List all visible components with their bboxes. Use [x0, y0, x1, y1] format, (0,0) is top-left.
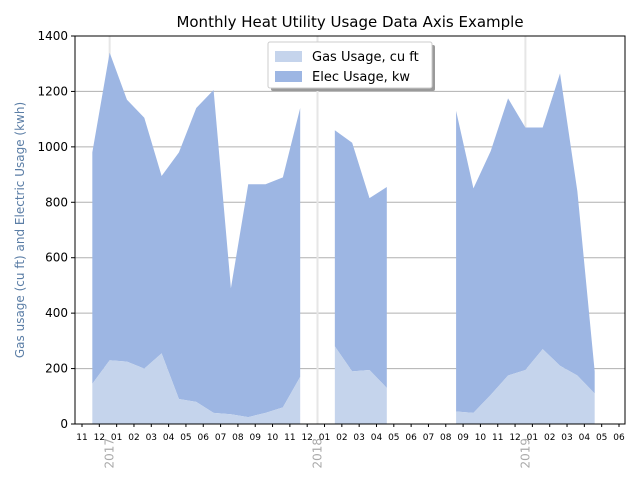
x-tick-label: 11 — [492, 433, 503, 443]
x-tick-label: 11 — [76, 433, 87, 443]
x-tick-label: 08 — [440, 433, 452, 443]
x-tick-label: 12 — [509, 433, 520, 443]
gas-area — [92, 353, 301, 424]
x-tick-label: 11 — [284, 433, 295, 443]
y-tick-label: 1400 — [37, 29, 68, 43]
x-tick-label: 09 — [249, 433, 261, 443]
x-tick-label: 01 — [111, 433, 122, 443]
year-label: 2019 — [518, 438, 532, 469]
y-tick-label: 1200 — [37, 84, 68, 98]
x-tick-label: 02 — [128, 433, 139, 443]
legend-swatch — [275, 71, 302, 82]
elec-area — [334, 130, 387, 388]
x-tick-label: 07 — [423, 433, 434, 443]
x-tick-label: 07 — [215, 433, 226, 443]
elec-area — [456, 73, 595, 413]
gas-area — [334, 346, 387, 424]
x-tick-label: 10 — [267, 433, 279, 443]
x-tick-label: 01 — [319, 433, 330, 443]
x-tick-label: 12 — [301, 433, 312, 443]
x-tick-label: 08 — [232, 433, 244, 443]
area-series — [92, 52, 595, 424]
year-label: 2018 — [311, 438, 325, 469]
x-tick-label: 04 — [579, 433, 591, 443]
legend-box — [267, 41, 433, 89]
x-tick-label: 03 — [561, 433, 572, 443]
legend-swatch — [275, 51, 302, 62]
x-tick-label: 10 — [475, 433, 487, 443]
legend-label: Elec Usage, kw — [312, 70, 410, 85]
y-axis-label: Gas usage (cu ft) and Electric Usage (kw… — [13, 102, 27, 358]
x-tick-label: 03 — [353, 433, 364, 443]
gas-area — [456, 349, 595, 424]
y-tick-label: 600 — [45, 251, 68, 265]
x-tick-label: 06 — [613, 433, 625, 443]
elec-area — [92, 52, 301, 418]
x-tick-label: 04 — [371, 433, 383, 443]
y-tick-label: 0 — [60, 417, 68, 431]
x-tick-label: 12 — [94, 433, 105, 443]
x-tick-label: 04 — [163, 433, 175, 443]
x-tick-label: 05 — [180, 433, 191, 443]
plot-frame — [74, 35, 626, 425]
legend-label: Gas Usage, cu ft — [312, 50, 419, 65]
x-tick-label: 09 — [457, 433, 469, 443]
x-tick-label: 03 — [146, 433, 157, 443]
x-tick-label: 05 — [388, 433, 399, 443]
y-tick-label: 200 — [45, 362, 68, 376]
year-label: 2017 — [103, 438, 117, 469]
x-tick-label: 01 — [527, 433, 538, 443]
x-tick-label: 02 — [544, 433, 555, 443]
x-tick-label: 06 — [198, 433, 210, 443]
legend: Gas Usage, cu ft Elec Usage, kw — [267, 41, 435, 91]
x-tick-label: 06 — [405, 433, 417, 443]
x-tick-label: 05 — [596, 433, 607, 443]
y-tick-label: 400 — [45, 306, 68, 320]
x-tick-label: 02 — [336, 433, 347, 443]
axes: 0 200 400 600 800 1000 1200 1400 11 12 01 02 03 04 05 0… — [37, 29, 626, 469]
y-tick-label: 1000 — [37, 140, 68, 154]
y-tick-label: 800 — [45, 195, 68, 209]
chart-title: Monthly Heat Utility Usage Data Axis Exa… — [176, 13, 523, 31]
